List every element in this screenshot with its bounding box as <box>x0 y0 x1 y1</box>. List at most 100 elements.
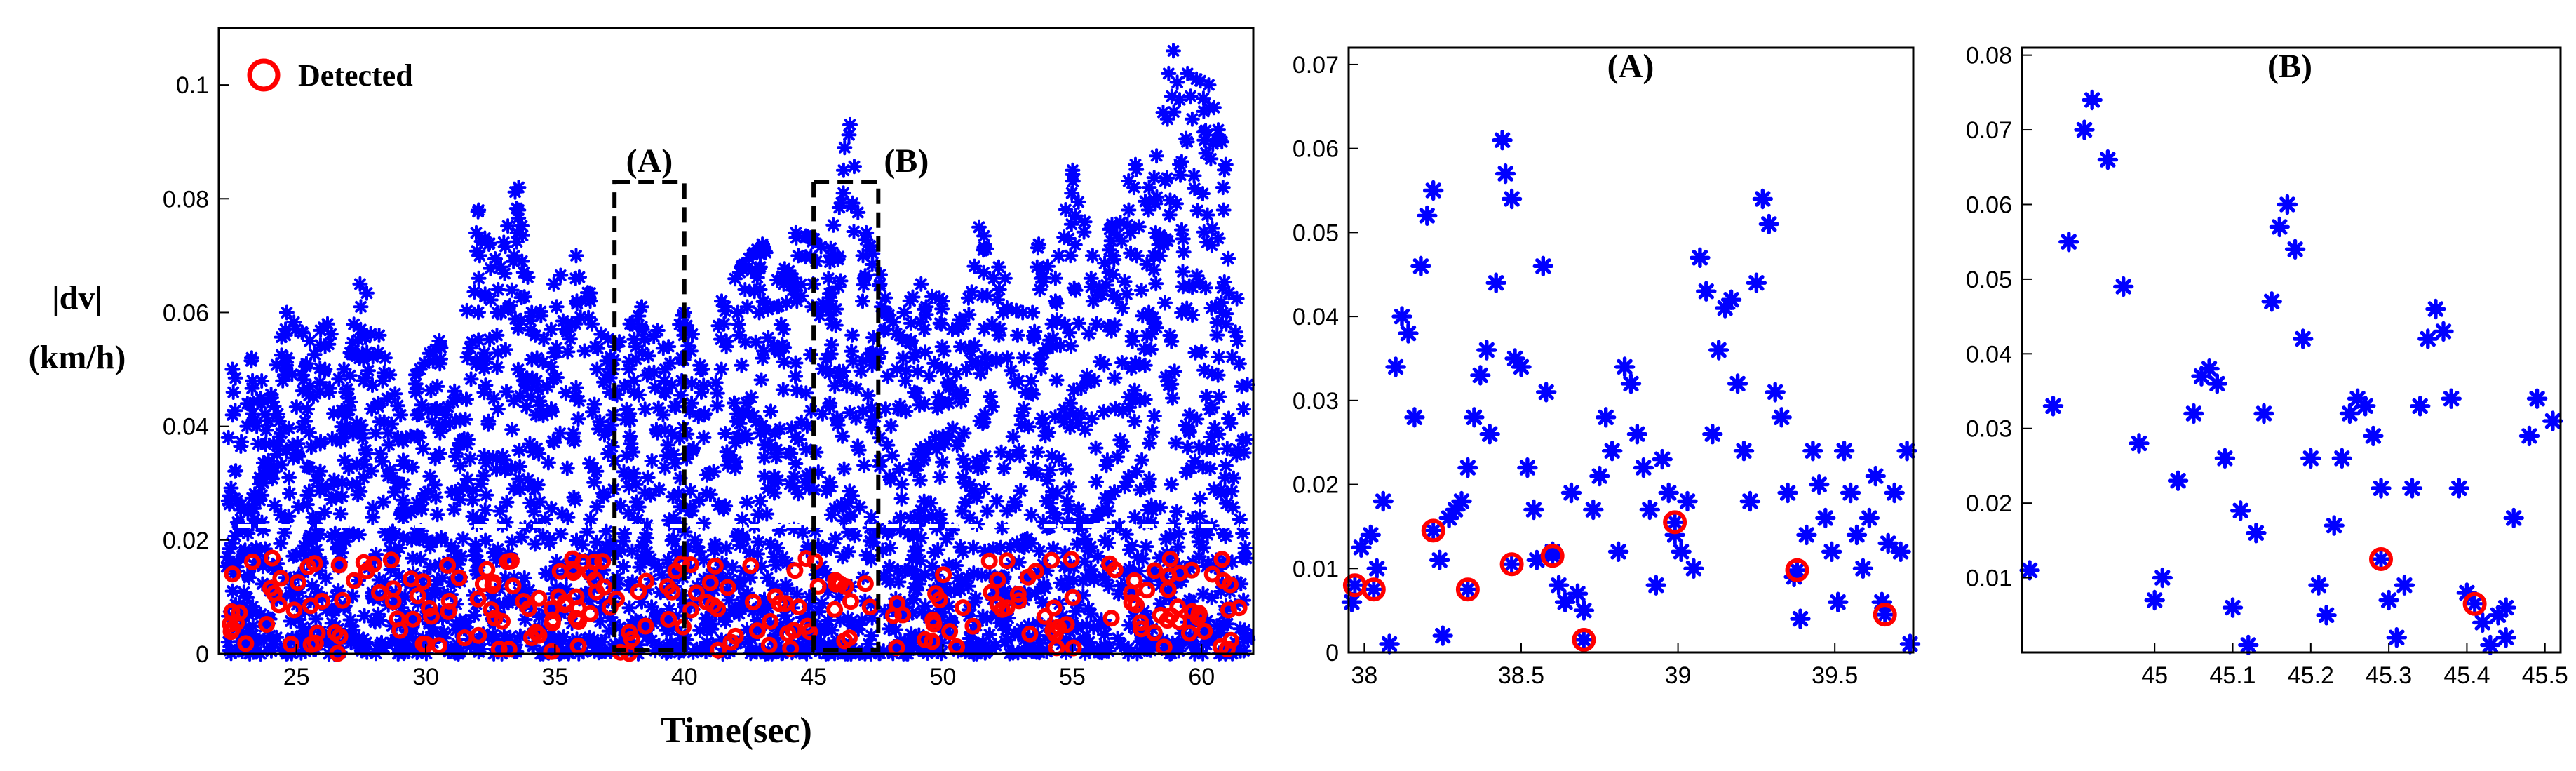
noise-point <box>951 433 967 449</box>
noise-point <box>499 460 515 476</box>
noise-point <box>584 316 600 332</box>
noise-point <box>682 483 699 499</box>
y-axis-unit-label: (km/h) <box>29 339 126 376</box>
noise-point <box>267 497 283 514</box>
panel-a-data-point <box>1671 541 1692 562</box>
noise-point <box>1157 295 1173 311</box>
noise-point <box>228 463 244 479</box>
noise-point <box>835 185 851 201</box>
noise-point <box>390 429 406 445</box>
noise-point <box>912 397 928 413</box>
noise-point <box>750 534 767 550</box>
noise-point <box>1146 408 1162 424</box>
noise-point <box>991 327 1007 343</box>
noise-point <box>353 299 369 315</box>
noise-point <box>1115 403 1131 419</box>
noise-point <box>1023 373 1039 389</box>
panel-b-data-point <box>2331 448 2353 469</box>
panel-b-x-tick-label: 45.2 <box>2288 662 2334 689</box>
noise-point <box>621 505 637 521</box>
noise-point <box>817 541 833 556</box>
noise-point <box>892 327 908 343</box>
panel-b-data-point <box>2503 507 2524 529</box>
noise-point <box>921 368 937 384</box>
noise-point <box>342 612 358 628</box>
noise-point <box>1179 134 1195 150</box>
noise-point <box>955 451 971 467</box>
panel-a-data-point <box>1739 490 1761 512</box>
noise-point <box>696 407 713 423</box>
noise-point <box>1179 300 1195 316</box>
panel-b-data-point <box>2238 634 2259 656</box>
noise-point <box>734 259 750 275</box>
noise-point <box>278 304 295 321</box>
noise-point <box>842 509 858 524</box>
noise-point <box>984 316 1000 332</box>
noise-point <box>332 506 349 522</box>
noise-point <box>223 480 239 496</box>
noise-point <box>718 339 734 355</box>
noise-point <box>979 503 995 519</box>
noise-point <box>992 539 1009 556</box>
panel-a-data-point <box>1410 255 1431 276</box>
noise-point <box>220 429 236 445</box>
noise-point <box>767 426 783 442</box>
noise-point <box>1201 100 1217 116</box>
panel-b-data-point <box>2448 478 2470 499</box>
noise-point <box>788 429 804 445</box>
noise-point <box>1114 355 1130 370</box>
noise-point <box>1133 282 1149 298</box>
noise-point <box>346 526 361 542</box>
noise-point <box>559 460 575 476</box>
noise-point <box>717 426 734 441</box>
noise-point <box>756 450 772 466</box>
noise-point <box>1067 208 1084 224</box>
noise-point <box>927 429 943 445</box>
noise-point <box>893 490 910 507</box>
noise-point <box>1164 390 1180 406</box>
panel-a-data-point <box>1652 448 1673 470</box>
noise-point <box>619 401 635 417</box>
panel-a-data-point <box>1690 247 1711 268</box>
noise-point <box>1229 447 1245 463</box>
noise-point <box>276 525 292 541</box>
noise-point <box>1187 180 1203 196</box>
panel-a-data-point <box>1665 512 1685 532</box>
noise-point <box>1099 452 1115 468</box>
noise-point <box>1195 459 1211 475</box>
noise-point <box>427 401 443 417</box>
region-label-b: (B) <box>884 142 929 180</box>
noise-point <box>966 337 983 354</box>
noise-point <box>829 412 845 428</box>
noise-point <box>632 559 648 575</box>
noise-point <box>1213 295 1229 311</box>
noise-point <box>917 344 933 361</box>
noise-point <box>327 525 343 542</box>
noise-point <box>1159 170 1175 186</box>
noise-point <box>760 330 776 346</box>
noise-point <box>1185 511 1201 527</box>
noise-point <box>637 530 653 546</box>
panel-b-data-point <box>2261 291 2282 312</box>
panel-b-data-point <box>2433 321 2454 342</box>
noise-point <box>895 350 911 366</box>
noise-point <box>429 507 445 523</box>
noise-point <box>471 304 486 321</box>
noise-point <box>266 436 282 451</box>
noise-point <box>1101 578 1117 594</box>
noise-point <box>956 425 972 441</box>
noise-point <box>1209 327 1225 343</box>
noise-point <box>341 460 357 476</box>
noise-point <box>1130 549 1146 565</box>
noise-point <box>934 293 950 309</box>
panel-b-data-point <box>2082 89 2103 111</box>
panel-b-data-point <box>2518 425 2540 447</box>
noise-point <box>433 532 449 548</box>
noise-point <box>767 485 783 501</box>
noise-point <box>1238 431 1254 448</box>
noise-point <box>959 361 974 377</box>
noise-point <box>1184 111 1200 127</box>
noise-point <box>365 500 381 516</box>
noise-point <box>1056 401 1072 417</box>
panel-b-data-point <box>2495 597 2516 618</box>
